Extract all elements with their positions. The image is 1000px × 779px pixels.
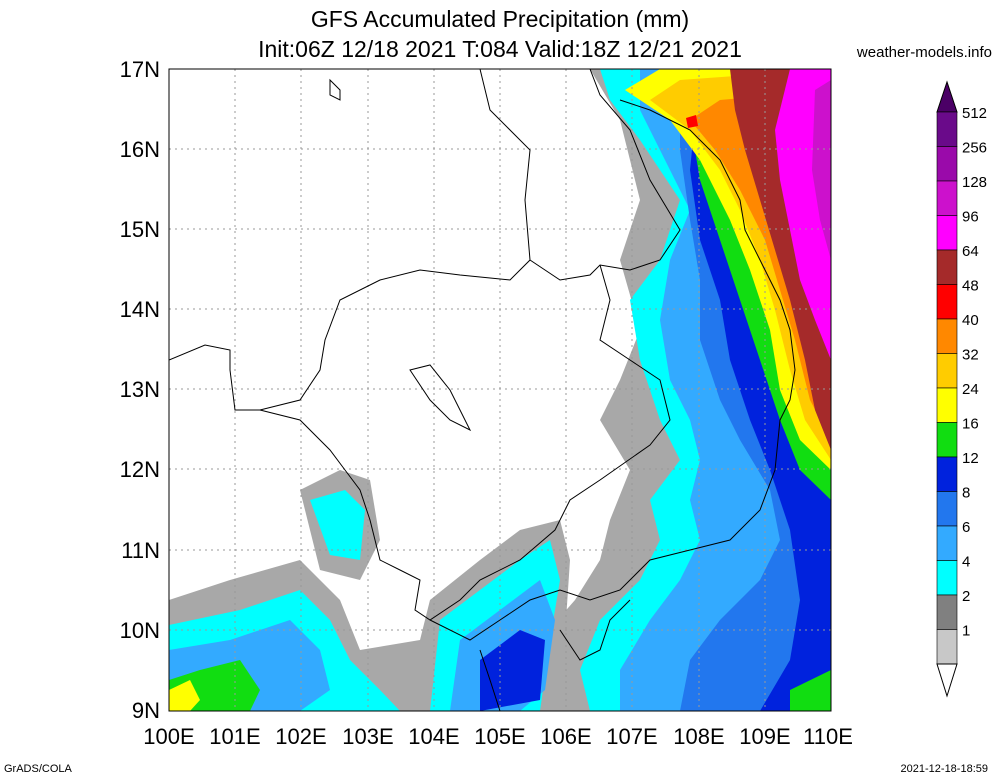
map-frame [168,68,832,712]
legend-level-label: 40 [962,312,979,329]
lon-label: 110E [803,724,853,749]
lon-labels: 100E 101E 102E 103E 104E 105E 106E 107E … [143,724,853,749]
legend-swatch [936,525,958,561]
legend-swatch [936,387,958,423]
legend-level-label: 128 [962,174,987,191]
lat-label: 17N [120,57,160,82]
legend-swatch [936,456,958,492]
legend-level-label: 4 [962,554,970,571]
lat-label: 12N [120,457,160,482]
lat-label: 10N [120,618,160,643]
legend-arrow-bottom [936,663,958,698]
lon-label: 104E [408,724,459,749]
legend-level-label: 48 [962,278,979,295]
legend-swatch [936,491,958,527]
source-label: weather-models.info [856,44,992,61]
legend-swatch [936,318,958,354]
lat-label: 15N [120,217,160,242]
legend-level-label: 32 [962,347,979,364]
lat-label: 14N [120,297,160,322]
legend-arrow-top [936,80,958,113]
legend-level-label: 512 [962,105,987,122]
legend-swatch [936,146,958,182]
legend-level-label: 24 [962,381,979,398]
legend-level-label: 2 [962,588,970,605]
legend-swatch [936,111,958,147]
country-borders [169,69,796,711]
lon-label: 101E [209,724,260,749]
lon-label: 108E [673,724,724,749]
lon-label: 100E [143,724,194,749]
legend-level-label: 16 [962,416,979,433]
lon-label: 109E [739,724,790,749]
legend-level-label: 1 [962,623,970,640]
lat-label: 11N [121,538,160,563]
footer-credit: GrADS/COLA [4,763,72,775]
lon-label: 106E [540,724,591,749]
lon-label: 103E [342,724,393,749]
legend-swatch [936,629,958,665]
legend-level-label: 6 [962,519,970,536]
legend-level-label: 8 [962,485,970,502]
legend-level-label: 64 [962,243,979,260]
map-title: GFS Accumulated Precipitation (mm) [310,6,690,32]
lon-label: 105E [474,724,525,749]
graticule [169,69,831,711]
legend-level-label: 256 [962,140,987,157]
precip-field [169,69,831,711]
legend-swatch [936,422,958,458]
legend-swatch [936,180,958,216]
legend-level-label: 96 [962,209,979,226]
legend-swatch [936,249,958,285]
legend-swatch [936,560,958,596]
legend-level-label: 12 [962,450,979,467]
map-subtitle: Init:06Z 12/18 2021 T:084 Valid:18Z 12/2… [258,36,742,62]
legend-swatch [936,215,958,251]
lat-labels: 17N 16N 15N 14N 13N 12N 11N 10N 9N [120,57,160,723]
legend-swatch [936,284,958,320]
lon-label: 102E [275,724,326,749]
footer-timestamp: 2021-12-18-18:59 [900,763,988,775]
lat-label: 9N [132,698,160,723]
legend-swatch [936,353,958,389]
legend-swatch [936,594,958,630]
lon-label: 107E [606,724,657,749]
lat-label: 16N [120,137,160,162]
lat-label: 13N [120,377,160,402]
